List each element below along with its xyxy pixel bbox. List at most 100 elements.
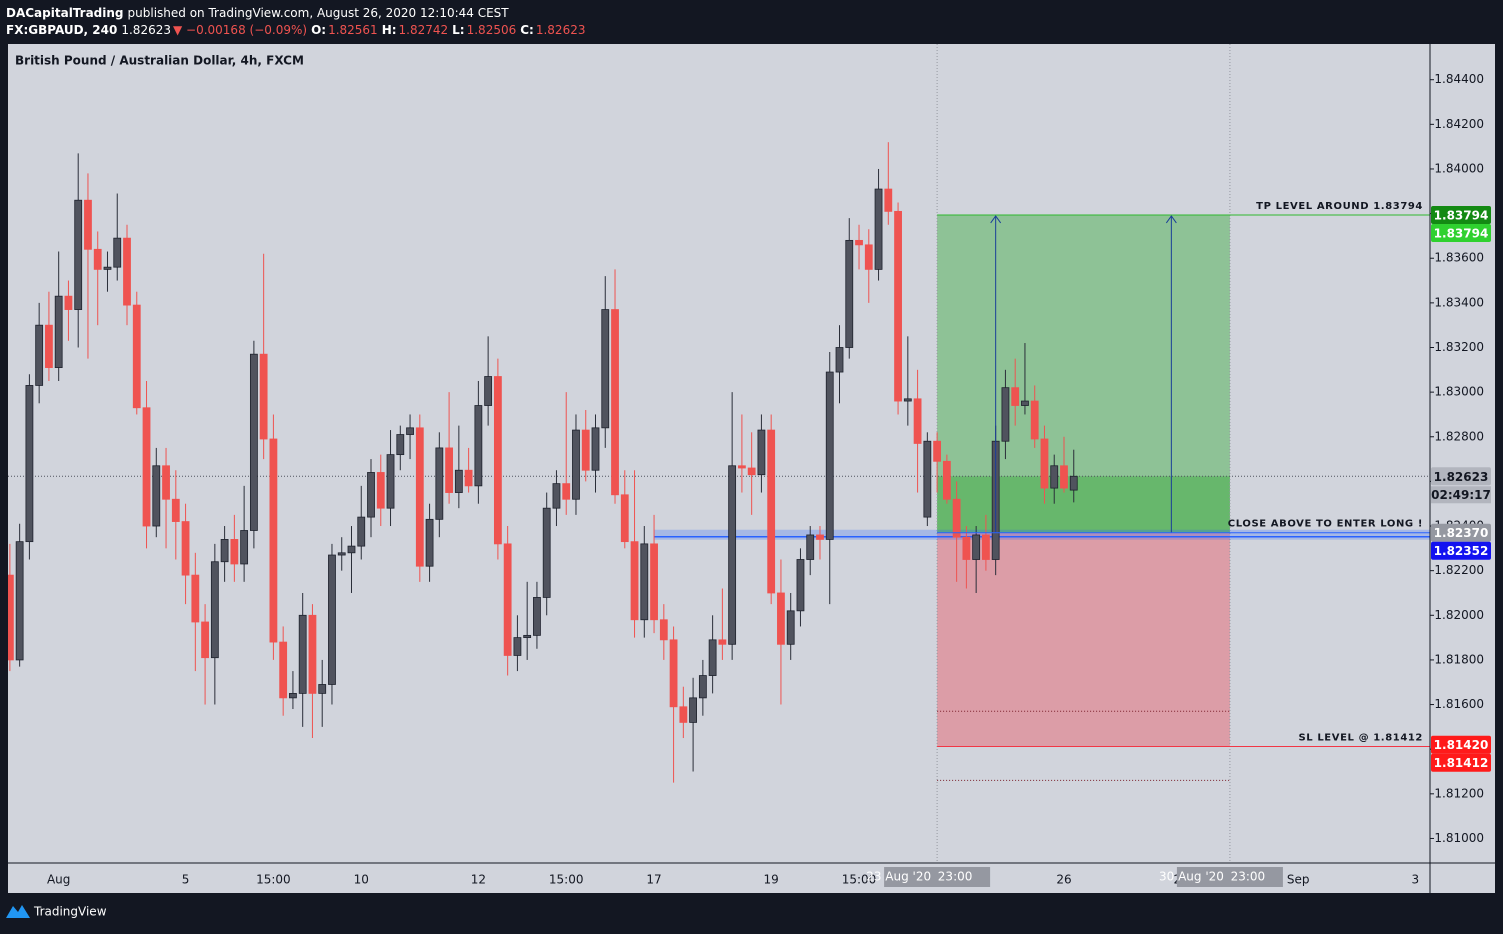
candle-body (669, 639, 678, 708)
logo-icon (6, 905, 30, 918)
candle-body (308, 614, 317, 694)
candle-body (269, 438, 278, 643)
quote-key: O: (311, 23, 326, 37)
candle-body (484, 376, 493, 406)
price-tag (1431, 523, 1491, 542)
candle-body (406, 427, 414, 435)
change: ▼ −0.00168 (−0.09%) (173, 23, 307, 37)
x-tick-label: 15:00 (842, 873, 877, 887)
x-tick-label: 3 (1412, 873, 1420, 887)
candle-body (825, 371, 834, 540)
candle-body (35, 324, 44, 386)
quote-value: 1.82506 (467, 23, 517, 37)
y-tick-label: 1.82800 (1434, 429, 1484, 443)
x-tick-label: 19 (764, 873, 779, 887)
author: DACapitalTrading (6, 6, 124, 20)
candle-body (386, 454, 395, 509)
x-tick-label: 17 (646, 873, 661, 887)
candle-body (611, 309, 619, 496)
price-tag (1431, 205, 1491, 224)
arrow-head (990, 215, 1002, 224)
candle-body (1001, 387, 1010, 442)
candle-body (93, 248, 102, 270)
candle-body (533, 597, 541, 636)
symbol: FX:GBPAUD, 240 (6, 23, 117, 37)
candle-body (415, 427, 424, 567)
candle-body (396, 434, 405, 456)
y-tick-label: 1.84200 (1434, 117, 1484, 131)
price-tag-label: 1.83794 (1434, 208, 1489, 222)
candle-body (1030, 400, 1039, 440)
candle-body (757, 429, 766, 476)
candle-body (835, 347, 844, 373)
candle-body (562, 483, 571, 500)
candle-body (982, 534, 990, 560)
y-tick-label: 1.83200 (1434, 340, 1484, 354)
candle-body (542, 507, 551, 598)
candle-body (171, 498, 180, 522)
quote-key: H: (382, 23, 397, 37)
candle-body (513, 637, 522, 656)
candle-body (84, 199, 92, 250)
entry-band (654, 529, 1430, 540)
candle-body (864, 244, 873, 270)
price-tag-label: 1.82370 (1434, 526, 1489, 540)
candle-body (45, 324, 53, 368)
candle-body (357, 516, 366, 547)
candle-body (698, 675, 707, 699)
x-tick-label: 26 (1056, 873, 1071, 887)
price-tag-label: 1.82623 (1434, 470, 1489, 484)
published: published on TradingView.com, August 26,… (128, 6, 510, 20)
annotation-text: SL LEVEL @ 1.81412 (1298, 733, 1423, 744)
x-tick-label: 5 (182, 873, 190, 887)
candle-body (259, 353, 268, 440)
x-tick-label: Sep (1287, 873, 1310, 887)
candle-body (1011, 387, 1020, 406)
candle-body (191, 574, 200, 623)
candle-body (796, 559, 805, 612)
price-tag-label: 1.83794 (1434, 226, 1489, 240)
candle-body (650, 543, 658, 621)
candle-body (347, 545, 356, 554)
candle-body (581, 429, 590, 471)
candle-body (8, 574, 14, 661)
candle-body (903, 398, 912, 402)
candle-body (679, 706, 688, 723)
quote-value: 1.82742 (399, 23, 449, 37)
candle-body (142, 407, 151, 527)
candle-body (445, 447, 453, 493)
candle-body (816, 534, 824, 540)
candle-body (103, 266, 112, 270)
candle-body (659, 619, 668, 641)
overlay: 1.810001.812001.814001.816001.818001.820… (47, 72, 1491, 887)
candle-body (913, 398, 922, 444)
y-tick-label: 1.82000 (1434, 608, 1484, 622)
candle-body (425, 518, 434, 567)
x-tick-label: 15:00 (256, 873, 291, 887)
candle-body (874, 188, 883, 270)
price-tag (1431, 223, 1491, 242)
range-time: 23:00 (1231, 870, 1266, 884)
x-tick-label: 12 (471, 873, 486, 887)
candle-body (298, 614, 307, 694)
candle-body (572, 429, 580, 500)
price-tag-label: 1.81420 (1434, 738, 1489, 752)
candle-body (552, 483, 561, 509)
x-tick-label: 10 (354, 873, 369, 887)
candle-body (718, 639, 727, 645)
candle-body (786, 610, 795, 645)
brand: TradingView (33, 905, 107, 919)
candle-body (591, 427, 600, 471)
candle-body (777, 592, 785, 645)
candle-body (933, 440, 942, 462)
candle-body (454, 469, 463, 493)
candle-body (367, 472, 375, 518)
y-tick-label: 1.84400 (1434, 72, 1484, 86)
candle-body (1060, 465, 1068, 489)
candle-body (435, 447, 444, 520)
price-tag (1431, 735, 1491, 754)
candle-body (54, 295, 63, 368)
quote-value: 1.82623 (536, 23, 586, 37)
candle-body (640, 543, 649, 621)
candle-body (767, 429, 776, 594)
